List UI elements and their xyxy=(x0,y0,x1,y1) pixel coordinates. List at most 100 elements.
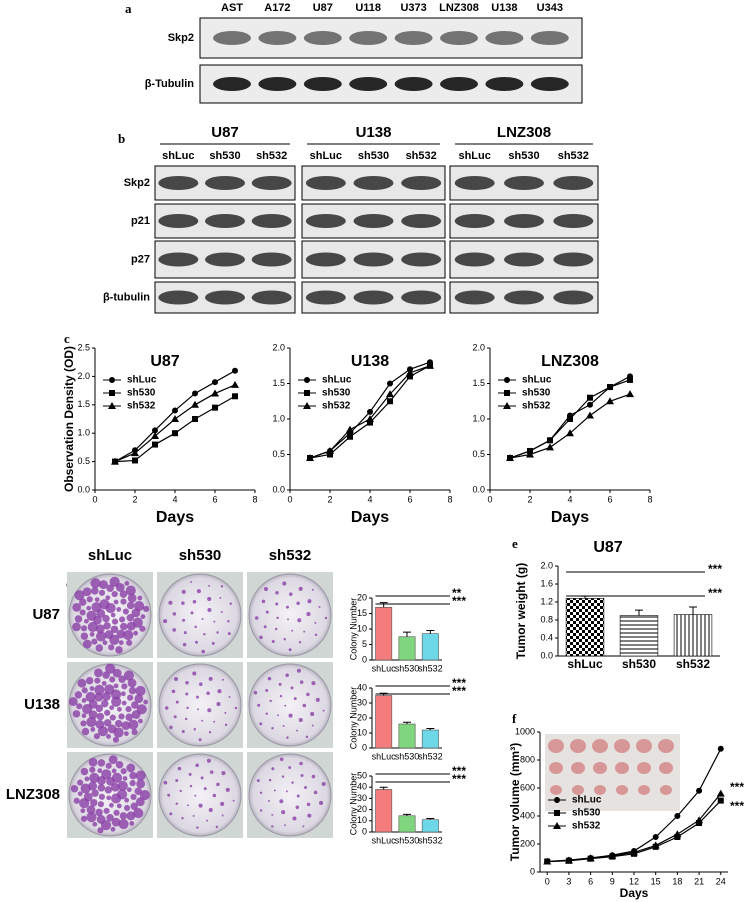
band xyxy=(258,31,297,45)
colony xyxy=(133,630,139,636)
colony xyxy=(124,580,130,586)
colony xyxy=(305,735,309,739)
colony xyxy=(122,776,128,781)
chart-title: U138 xyxy=(351,353,389,370)
x-tick-label: 0 xyxy=(287,494,292,504)
marker xyxy=(132,457,138,464)
band xyxy=(258,77,297,91)
marker xyxy=(717,745,724,752)
tumor xyxy=(638,785,650,795)
band xyxy=(485,31,524,45)
colony xyxy=(91,587,99,595)
y-tick-label: 20 xyxy=(357,804,367,814)
colony xyxy=(163,780,168,785)
colony xyxy=(307,813,312,818)
colony xyxy=(224,711,227,714)
colony xyxy=(126,787,132,793)
colony xyxy=(97,827,104,834)
colony xyxy=(279,757,284,762)
marker xyxy=(546,443,554,451)
colony xyxy=(91,638,98,645)
colony xyxy=(83,618,89,624)
annotation: *** xyxy=(730,780,744,794)
colony xyxy=(311,774,316,779)
colony xyxy=(103,622,111,630)
colony xyxy=(290,686,294,690)
colony xyxy=(257,703,261,707)
y-tick-label: 0.5 xyxy=(472,449,485,459)
colony xyxy=(306,692,310,697)
band xyxy=(353,290,394,305)
marker xyxy=(231,380,239,388)
colony xyxy=(119,590,128,598)
colony xyxy=(126,811,136,821)
bar xyxy=(375,606,393,661)
colony xyxy=(109,802,114,808)
colony xyxy=(189,784,193,788)
colony xyxy=(80,720,87,727)
colony xyxy=(175,700,179,704)
marker xyxy=(108,402,116,409)
colony xyxy=(192,814,195,817)
tumor xyxy=(550,785,562,795)
colony xyxy=(116,803,122,809)
band xyxy=(530,31,569,45)
colony xyxy=(98,589,106,596)
row-label: U138 xyxy=(24,696,60,713)
bar xyxy=(421,819,439,833)
colony xyxy=(298,718,303,723)
chart-title: U87 xyxy=(593,539,622,556)
marker xyxy=(587,401,593,408)
y-tick-label: 1.5 xyxy=(77,399,90,409)
colony xyxy=(72,622,81,632)
x-tick-label: 8 xyxy=(647,494,652,504)
annotation: *** xyxy=(452,594,466,608)
colony xyxy=(318,605,321,608)
colony xyxy=(127,593,137,603)
band xyxy=(158,214,199,228)
blot xyxy=(199,17,583,59)
colony xyxy=(106,795,112,801)
marker xyxy=(673,830,682,838)
y-tick-label: 2.0 xyxy=(272,342,285,352)
colony xyxy=(219,596,222,599)
colony xyxy=(311,681,316,686)
y-tick-label: 800 xyxy=(520,754,535,764)
marker xyxy=(567,416,573,422)
chart-title: U87 xyxy=(150,353,179,370)
marker xyxy=(191,400,199,408)
colony xyxy=(200,776,204,780)
colony xyxy=(119,616,126,623)
bar xyxy=(421,729,439,749)
row-label: β-Tubulin xyxy=(145,78,195,90)
colony xyxy=(186,706,189,710)
colony xyxy=(72,602,82,612)
colony xyxy=(169,725,173,730)
colony xyxy=(181,729,185,733)
x-tick-label: sh532 xyxy=(418,751,443,761)
tumor xyxy=(616,785,628,795)
row-label: Skp2 xyxy=(168,32,194,44)
colony xyxy=(299,761,303,766)
colony xyxy=(122,608,129,615)
error-bar xyxy=(403,631,411,637)
colony xyxy=(179,789,182,793)
colony xyxy=(137,595,143,601)
colony xyxy=(81,727,90,736)
column-label: sh530 xyxy=(179,547,222,564)
annotation: *** xyxy=(452,684,466,698)
marker xyxy=(564,856,573,864)
band xyxy=(205,290,245,305)
colony xyxy=(108,755,118,765)
colony xyxy=(271,825,274,828)
colony xyxy=(79,598,87,606)
colony xyxy=(134,694,144,704)
colony xyxy=(275,591,279,595)
legend-label: sh530 xyxy=(522,388,551,399)
colony xyxy=(85,691,96,703)
colony xyxy=(95,704,103,713)
colony xyxy=(121,683,128,690)
x-tick-label: 9 xyxy=(610,876,615,886)
bar xyxy=(375,695,393,749)
marker xyxy=(303,402,311,409)
